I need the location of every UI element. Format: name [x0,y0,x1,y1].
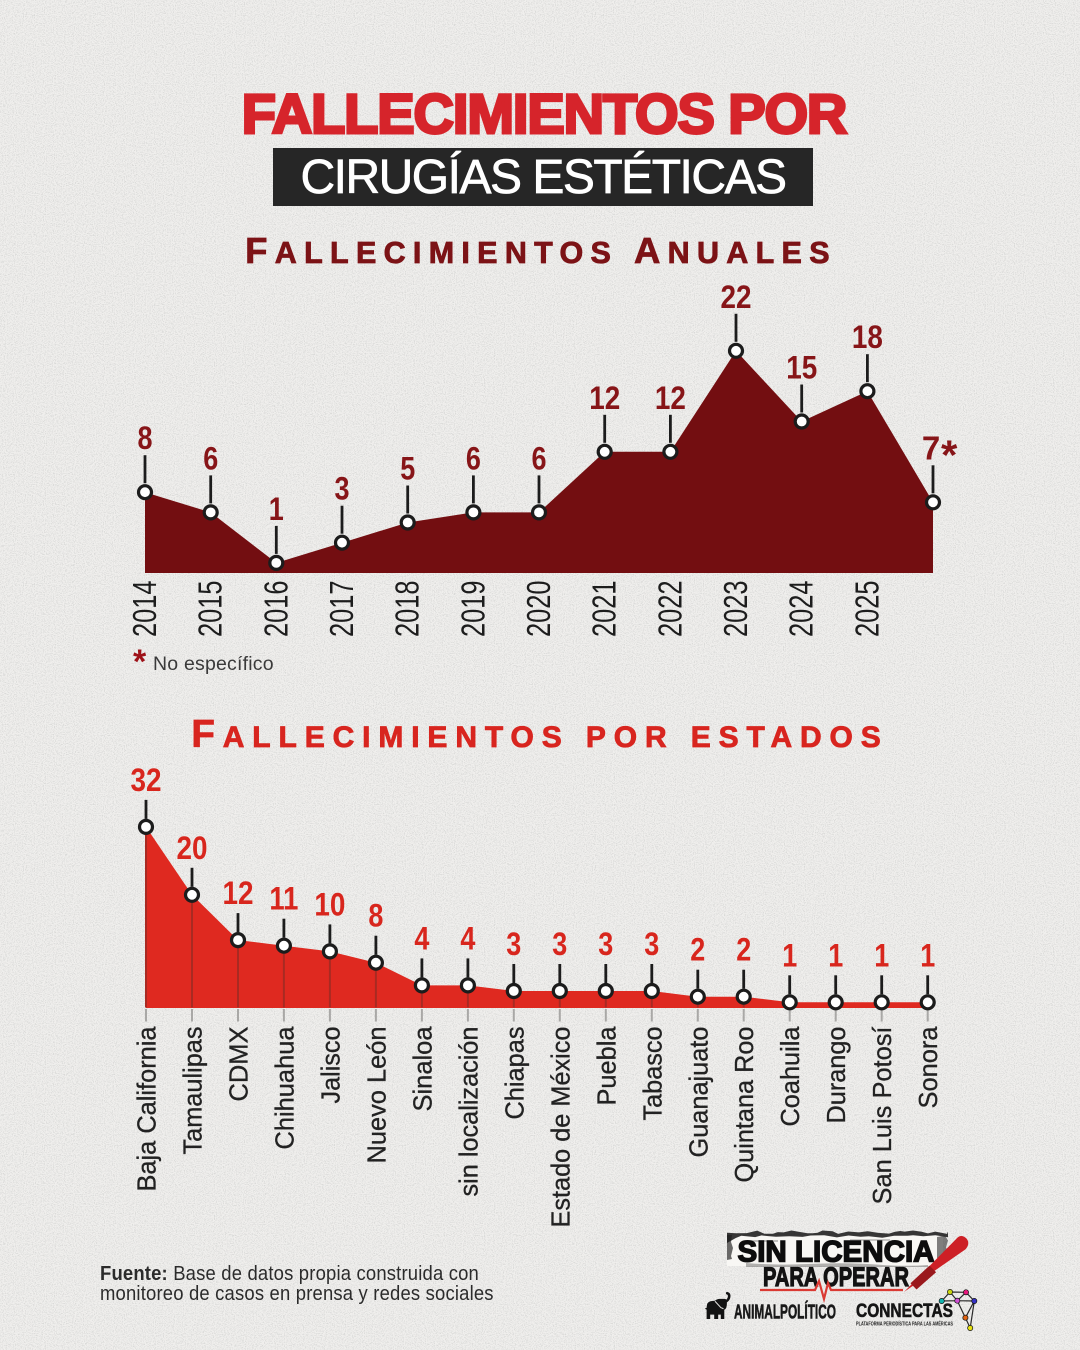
svg-text:Estado de México: Estado de México [545,1027,575,1228]
svg-text:Jalisco: Jalisco [315,1027,345,1104]
svg-text:Chihuahua: Chihuahua [269,1026,299,1150]
svg-text:Sonora: Sonora [913,1026,943,1109]
svg-text:*: * [941,431,958,478]
svg-text:2016: 2016 [257,581,294,638]
svg-text:2023: 2023 [717,581,754,638]
svg-text:Chiapas: Chiapas [499,1027,529,1120]
svg-text:Coahuila: Coahuila [775,1026,805,1127]
svg-text:3: 3 [506,926,521,962]
svg-text:12: 12 [223,875,254,911]
svg-text:CDMX: CDMX [224,1027,254,1102]
svg-text:3: 3 [644,926,659,962]
svg-text:4: 4 [460,920,475,956]
svg-text:1: 1 [874,937,889,973]
svg-text:2021: 2021 [586,581,623,638]
svg-text:1: 1 [828,937,843,973]
svg-text:SIN LICENCIA: SIN LICENCIA [738,1236,935,1269]
svg-text:15: 15 [786,350,817,386]
svg-text:12: 12 [655,380,686,416]
svg-text:Durango: Durango [821,1027,851,1124]
svg-text:6: 6 [466,440,481,476]
svg-text:CONNECTAS: CONNECTAS [856,1301,953,1322]
svg-text:2: 2 [690,932,705,968]
svg-text:Tamaulipas: Tamaulipas [178,1027,208,1155]
svg-text:Baja California: Baja California [132,1026,162,1192]
svg-text:PLATAFORMA PERIODÍSTICA PARA L: PLATAFORMA PERIODÍSTICA PARA LAS AMÉRICA… [856,1320,953,1328]
svg-text:ANIMALPOLÍTICO: ANIMALPOLÍTICO [734,1301,836,1324]
svg-text:Puebla: Puebla [591,1026,621,1106]
svg-text:Sinaloa: Sinaloa [407,1026,437,1112]
svg-text:8: 8 [368,898,383,934]
svg-text:Quintana Roo: Quintana Roo [729,1027,759,1183]
svg-text:3: 3 [598,926,613,962]
svg-text:4: 4 [414,920,429,956]
svg-text:12: 12 [589,380,620,416]
svg-text:2020: 2020 [520,581,557,638]
svg-text:6: 6 [532,440,547,476]
svg-text:1: 1 [920,937,935,973]
svg-text:2: 2 [736,932,751,968]
svg-text:5: 5 [400,451,415,487]
svg-text:2022: 2022 [651,581,688,638]
svg-text:Nuevo León: Nuevo León [361,1027,391,1164]
svg-text:2015: 2015 [192,581,229,638]
svg-text:Guanajuato: Guanajuato [683,1027,713,1158]
svg-text:7: 7 [922,429,940,466]
svg-text:2025: 2025 [848,581,885,638]
svg-text:Tabasco: Tabasco [637,1027,667,1121]
svg-text:18: 18 [852,319,883,355]
svg-text:2019: 2019 [454,581,491,638]
svg-text:2018: 2018 [389,581,426,638]
svg-text:2014: 2014 [126,581,163,638]
svg-text:1: 1 [782,937,797,973]
svg-text:10: 10 [314,886,345,922]
svg-text:3: 3 [552,926,567,962]
svg-text:11: 11 [269,881,298,917]
svg-text:2024: 2024 [783,581,820,638]
svg-text:2017: 2017 [323,581,360,638]
svg-text:8: 8 [138,420,153,456]
svg-text:32: 32 [131,762,162,798]
svg-text:3: 3 [335,471,350,507]
svg-text:6: 6 [203,440,218,476]
svg-text:sin localización: sin localización [453,1027,483,1197]
svg-text:PARA OPERAR: PARA OPERAR [763,1262,909,1292]
svg-text:San Luis Potosí: San Luis Potosí [867,1026,897,1205]
svg-text:20: 20 [177,830,208,866]
svg-text:1: 1 [269,491,284,527]
svg-text:22: 22 [721,279,752,315]
